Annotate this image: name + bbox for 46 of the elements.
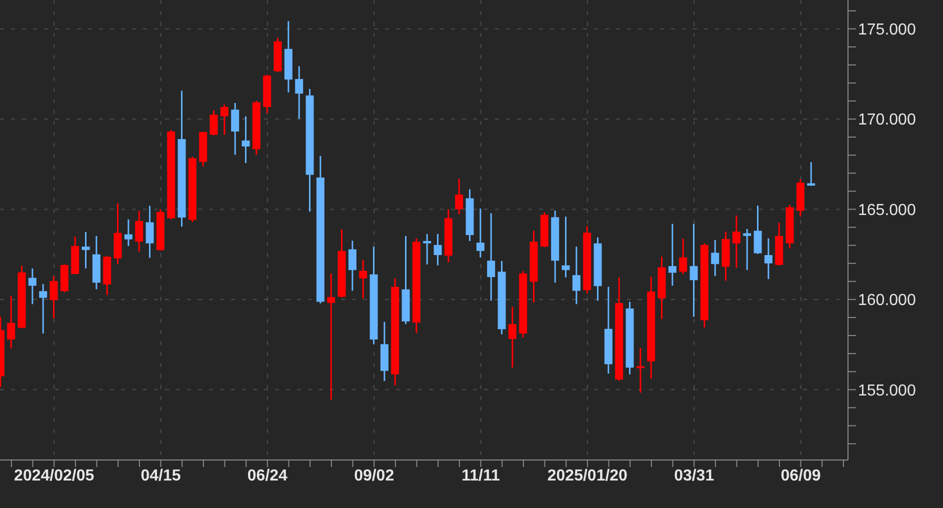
candlestick	[508, 306, 516, 368]
candlestick	[711, 239, 720, 277]
candlestick	[423, 233, 432, 266]
candlestick	[242, 116, 250, 164]
candlestick	[743, 228, 752, 271]
candlestick	[7, 295, 16, 350]
candlestick	[476, 208, 484, 258]
x-tick-label: 03/31	[674, 467, 714, 484]
candlestick	[668, 223, 676, 286]
y-tick-label: 175.000	[858, 22, 916, 39]
candlestick	[679, 238, 688, 275]
candlestick	[434, 233, 442, 266]
candlestick	[572, 246, 580, 305]
candlestick	[487, 212, 496, 302]
candlestick	[220, 104, 228, 136]
y-tick-label: 155.000	[858, 382, 916, 400]
candlestick	[295, 65, 304, 120]
candlestick	[754, 204, 762, 255]
x-tick-label: 04/15	[140, 467, 181, 484]
candlestick	[231, 102, 240, 156]
candlestick	[690, 223, 698, 318]
candlestick	[28, 268, 36, 305]
candlestick	[359, 259, 368, 300]
candlestick	[562, 216, 570, 278]
candlestick	[764, 238, 772, 280]
candlestick	[348, 240, 356, 292]
candlestick	[455, 178, 464, 216]
candlestick	[636, 347, 644, 394]
candlestick	[50, 275, 58, 320]
candlestick	[210, 110, 218, 136]
x-tick-label: 06/24	[247, 467, 288, 484]
y-tick-label: 170.000	[858, 112, 916, 129]
y-tick-label: 165.000	[858, 202, 916, 219]
candlestick	[135, 210, 144, 252]
x-tick-label: 09/02	[354, 467, 394, 484]
candlestick	[146, 205, 154, 259]
candlestick	[39, 283, 48, 334]
x-tick-label: 11/11	[462, 467, 500, 484]
y-tick-label: 160.000	[858, 292, 916, 310]
candlestick	[327, 272, 336, 400]
candlestick	[82, 231, 90, 270]
x-tick-label: 06/09	[780, 467, 821, 484]
x-tick-label: 2024/02/05	[14, 467, 94, 484]
candlestick	[124, 218, 132, 247]
candlestick	[732, 214, 740, 268]
x-tick-label: 2025/01/20	[547, 467, 628, 484]
